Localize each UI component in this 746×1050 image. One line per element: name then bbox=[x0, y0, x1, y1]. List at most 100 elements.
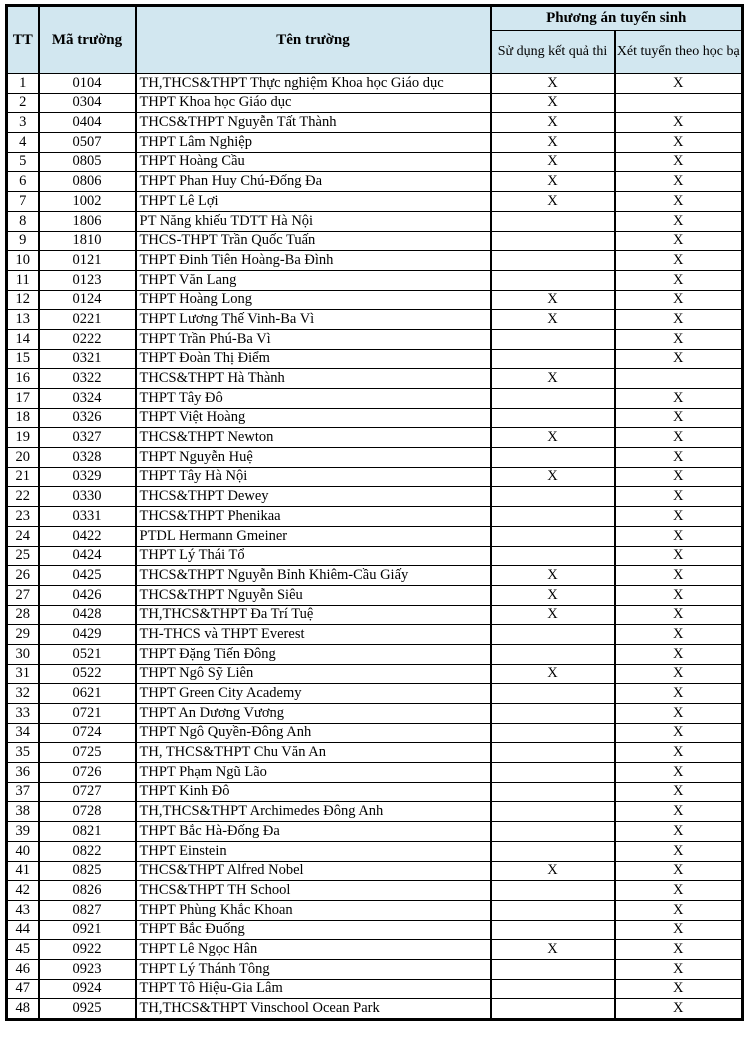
cell-exam-mark bbox=[489, 269, 616, 291]
cell-school-code: 0322 bbox=[37, 368, 137, 389]
cell-school-code: 0724 bbox=[37, 722, 137, 744]
cell-exam-mark: X bbox=[489, 466, 616, 488]
cell-exam-mark bbox=[489, 919, 616, 941]
cell-transcript-mark: X bbox=[613, 860, 744, 882]
cell-transcript-mark: X bbox=[613, 525, 744, 547]
cell-exam-mark bbox=[489, 781, 616, 803]
admission-methods-table: TT Mã trường Tên trường Phương án tuyển … bbox=[5, 4, 744, 1021]
table-row: 7 1002 THPT Lê Lợi X X bbox=[5, 191, 744, 212]
cell-tt: 36 bbox=[5, 762, 40, 783]
cell-transcript-mark: X bbox=[613, 427, 744, 449]
cell-exam-mark: X bbox=[489, 860, 616, 882]
cell-transcript-mark: X bbox=[613, 388, 744, 409]
cell-transcript-mark: X bbox=[613, 762, 744, 783]
cell-school-code: 0805 bbox=[37, 151, 137, 173]
cell-school-code: 0522 bbox=[37, 663, 137, 685]
cell-exam-mark bbox=[489, 525, 616, 547]
table-row: 30 0521 THPT Đặng Tiến Đông X bbox=[5, 643, 744, 665]
cell-exam-mark: X bbox=[489, 191, 616, 212]
cell-school-code: 0521 bbox=[37, 643, 137, 665]
header-admission-plan-group: Phương án tuyển sinh bbox=[489, 5, 744, 31]
table-row: 46 0923 THPT Lý Thánh Tông X bbox=[5, 958, 744, 980]
cell-exam-mark bbox=[489, 624, 616, 645]
cell-school-name: PT Năng khiếu TDTT Hà Nội bbox=[134, 210, 492, 232]
table-row: 21 0329 THPT Tây Hà Nội X X bbox=[5, 466, 744, 488]
table-row: 44 0921 THPT Bắc Đuống X bbox=[5, 919, 744, 941]
cell-transcript-mark: X bbox=[613, 604, 744, 626]
table-row: 2 0304 THPT Khoa học Giáo dục X bbox=[5, 92, 744, 114]
cell-school-code: 0330 bbox=[37, 486, 137, 508]
cell-exam-mark bbox=[489, 899, 616, 921]
cell-school-code: 0304 bbox=[37, 92, 137, 114]
cell-transcript-mark: X bbox=[613, 722, 744, 744]
cell-school-name: THPT Văn Lang bbox=[134, 269, 492, 291]
cell-tt: 4 bbox=[5, 132, 40, 153]
cell-school-name: THPT Tô Hiệu-Gia Lâm bbox=[134, 978, 492, 1000]
table-row: 26 0425 THCS&THPT Nguyễn Bỉnh Khiêm-Cầu Gi… bbox=[5, 565, 744, 586]
cell-transcript-mark: X bbox=[613, 899, 744, 921]
table-header: TT Mã trường Tên trường Phương án tuyển … bbox=[5, 5, 744, 74]
cell-school-name: THPT Green City Academy bbox=[134, 683, 492, 704]
cell-school-code: 0328 bbox=[37, 447, 137, 468]
table-row: 8 1806 PT Năng khiếu TDTT Hà Nội X bbox=[5, 210, 744, 232]
cell-tt: 7 bbox=[5, 191, 40, 212]
table-row: 22 0330 THCS&THPT Dewey X bbox=[5, 486, 744, 508]
cell-transcript-mark: X bbox=[613, 112, 744, 134]
table-row: 35 0725 TH, THCS&THPT Chu Văn An X bbox=[5, 742, 744, 764]
cell-tt: 45 bbox=[5, 939, 40, 960]
table-row: 20 0328 THPT Nguyễn Huệ X bbox=[5, 447, 744, 468]
cell-transcript-mark: X bbox=[613, 840, 744, 862]
cell-tt: 28 bbox=[5, 604, 40, 626]
cell-exam-mark: X bbox=[489, 565, 616, 586]
cell-tt: 5 bbox=[5, 151, 40, 173]
cell-school-name: THPT Phạm Ngũ Lão bbox=[134, 762, 492, 783]
cell-tt: 11 bbox=[5, 269, 40, 291]
cell-tt: 44 bbox=[5, 919, 40, 941]
cell-transcript-mark: X bbox=[613, 191, 744, 212]
cell-transcript-mark: X bbox=[613, 584, 744, 606]
cell-school-code: 0827 bbox=[37, 899, 137, 921]
table-row: 18 0326 THPT Việt Hoàng X bbox=[5, 407, 744, 429]
table-row: 12 0124 THPT Hoàng Long X X bbox=[5, 289, 744, 311]
cell-school-name: THCS-THPT Trần Quốc Tuấn bbox=[134, 230, 492, 252]
cell-tt: 14 bbox=[5, 328, 40, 350]
cell-school-name: THPT Đặng Tiến Đông bbox=[134, 643, 492, 665]
cell-tt: 13 bbox=[5, 309, 40, 330]
cell-school-name: TH-THCS và THPT Everest bbox=[134, 624, 492, 645]
table-body: 1 0104 TH,THCS&THPT Thực nghiệm Khoa học G… bbox=[5, 73, 744, 1020]
cell-tt: 35 bbox=[5, 742, 40, 764]
cell-tt: 38 bbox=[5, 801, 40, 823]
cell-school-name: THPT Phùng Khắc Khoan bbox=[134, 899, 492, 921]
cell-school-name: THPT Einstein bbox=[134, 840, 492, 862]
cell-school-name: PTDL Hermann Gmeiner bbox=[134, 525, 492, 547]
table-row: 25 0424 THPT Lý Thái Tổ X bbox=[5, 545, 744, 567]
cell-exam-mark: X bbox=[489, 663, 616, 685]
cell-school-name: TH,THCS&THPT Vinschool Ocean Park bbox=[134, 998, 492, 1020]
cell-transcript-mark: X bbox=[613, 919, 744, 941]
cell-school-name: THPT Kinh Đô bbox=[134, 781, 492, 803]
cell-school-code: 0925 bbox=[37, 998, 137, 1020]
cell-school-code: 0324 bbox=[37, 388, 137, 409]
cell-school-code: 0329 bbox=[37, 466, 137, 488]
cell-tt: 25 bbox=[5, 545, 40, 567]
cell-school-name: THCS&THPT Nguyễn Tất Thành bbox=[134, 112, 492, 134]
table-row: 29 0429 TH-THCS và THPT Everest X bbox=[5, 624, 744, 645]
table-row: 45 0922 THPT Lê Ngọc Hân X X bbox=[5, 939, 744, 960]
table-row: 6 0806 THPT Phan Huy Chú-Đống Đa X X bbox=[5, 171, 744, 193]
table-row: 17 0324 THPT Tây Đô X bbox=[5, 388, 744, 409]
cell-transcript-mark: X bbox=[613, 132, 744, 153]
cell-school-code: 0404 bbox=[37, 112, 137, 134]
header-exam-result: Sử dụng kết quả thi bbox=[489, 30, 616, 74]
cell-tt: 43 bbox=[5, 899, 40, 921]
cell-school-code: 0422 bbox=[37, 525, 137, 547]
cell-transcript-mark: X bbox=[613, 348, 744, 370]
cell-school-name: THPT Tây Đô bbox=[134, 388, 492, 409]
cell-school-code: 0221 bbox=[37, 309, 137, 330]
cell-exam-mark bbox=[489, 703, 616, 724]
cell-school-name: TH, THCS&THPT Chu Văn An bbox=[134, 742, 492, 764]
cell-exam-mark: X bbox=[489, 309, 616, 330]
cell-transcript-mark: X bbox=[613, 171, 744, 193]
cell-transcript-mark: X bbox=[613, 978, 744, 1000]
header-row-sub: Sử dụng kết quả thi Xét tuyển theo học b… bbox=[7, 30, 744, 74]
cell-school-code: 0222 bbox=[37, 328, 137, 350]
